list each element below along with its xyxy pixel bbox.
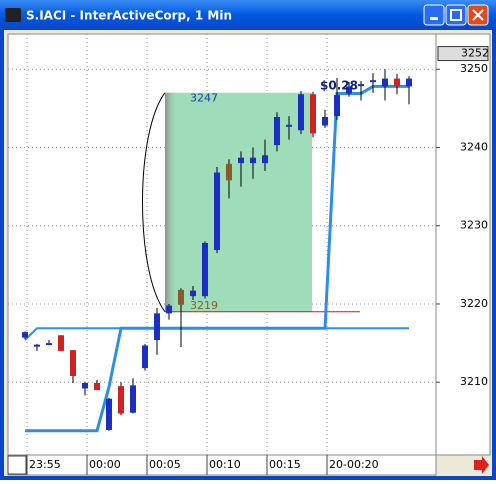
candle-body [370, 80, 376, 83]
y-tick-label: 3250 [460, 62, 488, 75]
candle-body [250, 157, 256, 164]
candle-body [178, 289, 184, 305]
change-label: $0.28 [320, 79, 358, 93]
candle-body [34, 344, 40, 347]
candle-body [58, 335, 64, 351]
candle-body [406, 78, 412, 87]
x-tick-label: 00:05 [149, 458, 181, 471]
candle-body [274, 116, 280, 146]
candle-body [262, 155, 268, 164]
scroll-arrow[interactable] [474, 456, 489, 474]
candle-body [22, 332, 28, 338]
candle-body [322, 116, 328, 126]
candle-body [142, 345, 148, 369]
x-tick-label: 00:00 [89, 458, 121, 471]
candle-body [106, 398, 112, 430]
x-tick-label: 00:15 [269, 458, 301, 471]
y-tick-label: 3240 [460, 140, 488, 153]
maximize-button[interactable] [445, 4, 467, 26]
candle-body [226, 163, 232, 181]
candle-body [70, 350, 76, 376]
candle-body [46, 343, 52, 346]
title-bar [0, 0, 496, 30]
candle-body [214, 172, 220, 250]
indicator-line [25, 84, 409, 433]
candle-body [358, 84, 364, 87]
candle-body [94, 383, 100, 391]
candle-body [382, 78, 388, 87]
measure-box [165, 92, 312, 312]
candle-body [334, 95, 340, 117]
candle-body [238, 157, 244, 164]
candle-body [82, 383, 88, 389]
last-price-box [437, 46, 489, 62]
corner-box [7, 455, 27, 475]
x-tick-label: 20-00:20 [329, 458, 379, 471]
candle-body [394, 78, 400, 87]
candle-body [130, 385, 136, 413]
measure-bottom-label: 3219 [190, 299, 218, 312]
last-price-label: 3252 [461, 47, 489, 60]
y-tick-label: 3230 [460, 219, 488, 232]
candle-body [166, 305, 172, 314]
candle-body [202, 242, 208, 297]
minimize-icon [430, 17, 438, 20]
x-tick-label: 00:10 [209, 458, 241, 471]
measure-ellipse [142, 92, 166, 313]
candle-body [190, 290, 196, 297]
candle-body [118, 386, 124, 414]
candle-body [346, 86, 352, 94]
candle-body [310, 94, 316, 134]
candle-body [298, 94, 304, 131]
candle-body [286, 124, 292, 127]
maximize-icon [450, 9, 462, 21]
window-title: S.IACI - InterActiveCorp, 1 Min [26, 9, 232, 23]
measure-top-label: 3247 [190, 92, 218, 105]
candle-body [154, 313, 160, 340]
app-icon [5, 8, 21, 22]
minimize-button[interactable] [423, 4, 445, 26]
y-tick-label: 3220 [460, 297, 488, 310]
price-axis [435, 33, 491, 456]
y-tick-label: 3210 [460, 375, 488, 388]
close-icon [472, 9, 484, 21]
measure-shade [165, 92, 177, 312]
x-tick-label: 23:55 [29, 458, 61, 471]
